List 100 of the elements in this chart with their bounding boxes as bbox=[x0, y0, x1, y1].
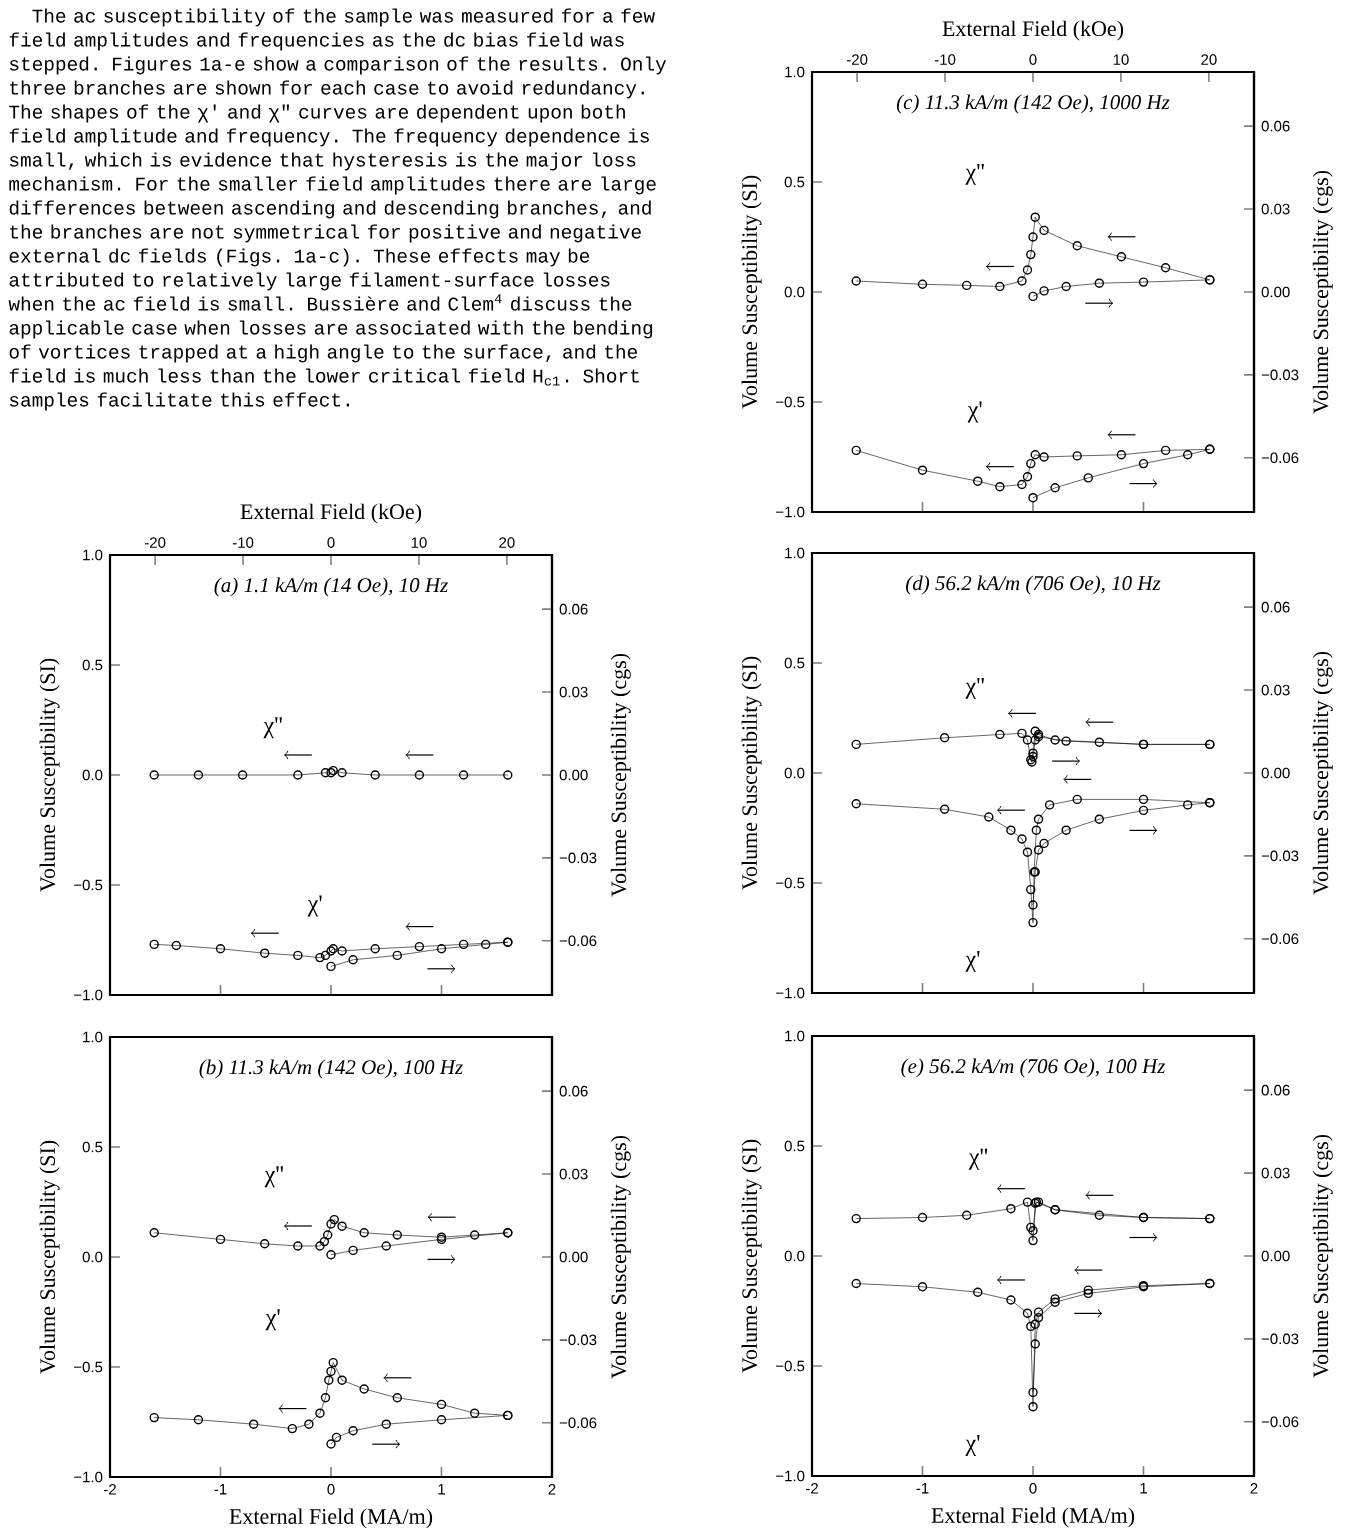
y2-tick-label: −0.06 bbox=[1261, 452, 1299, 464]
x-tick-label: 1 bbox=[1140, 1483, 1147, 1494]
y-tick-label: 0.0 bbox=[82, 1251, 103, 1263]
y-tick-label: 0.5 bbox=[784, 657, 805, 669]
x-tick-label: 0 bbox=[327, 1484, 335, 1495]
y-tick-label: 0.5 bbox=[82, 1141, 103, 1153]
y-tick-label: −0.5 bbox=[74, 1361, 103, 1373]
y-axis-title: Volume Susceptibility (SI) bbox=[741, 1139, 762, 1373]
y-tick-label: 0.5 bbox=[784, 1140, 805, 1152]
y2-tick-label: 0.06 bbox=[559, 603, 588, 615]
series-label: χ'' bbox=[965, 677, 984, 699]
x-tick-label: -2 bbox=[103, 1484, 116, 1495]
x2-tick-label: 10 bbox=[411, 537, 427, 548]
x2-tick-label: 0 bbox=[1029, 54, 1037, 65]
y-axis-title: Volume Susceptibility (SI) bbox=[741, 175, 762, 409]
x2-axis-title: External Field (kOe) bbox=[942, 20, 1124, 41]
y-axis-title: Volume Susceptibility (SI) bbox=[741, 656, 762, 890]
series-label: χ' bbox=[307, 895, 322, 917]
y2-tick-label: 0.03 bbox=[1261, 1167, 1290, 1179]
y2-tick-label: 0.03 bbox=[559, 1168, 588, 1180]
text: χ' bbox=[967, 401, 982, 423]
y-tick-label: −1.0 bbox=[74, 989, 103, 1001]
y-tick-label: 1.0 bbox=[785, 1030, 805, 1042]
y2-tick-label: −0.03 bbox=[559, 852, 597, 864]
y2-axis-title: Volume Susceptibility (cgs) bbox=[610, 653, 631, 897]
y-tick-label: −0.5 bbox=[74, 879, 103, 891]
y-tick-label: 1.0 bbox=[785, 66, 805, 78]
text: (c) 11.3 kA/m (142 Oe), 1000 Hz bbox=[896, 94, 1170, 114]
x-tick-label: 2 bbox=[1250, 1483, 1258, 1494]
y2-tick-label: −0.06 bbox=[1261, 933, 1299, 945]
y-axis-title: Volume Susceptibility (SI) bbox=[39, 658, 60, 892]
x-tick-label: -2 bbox=[806, 1483, 818, 1494]
text: (e) 56.2 kA/m (706 Oe), 100 Hz bbox=[901, 1058, 1166, 1078]
y-tick-label: −0.5 bbox=[776, 877, 805, 889]
y2-tick-label: −0.06 bbox=[559, 1417, 597, 1429]
y2-axis-title: Volume Susceptibility (cgs) bbox=[1312, 1134, 1333, 1378]
x2-tick-label: 20 bbox=[1201, 54, 1217, 65]
text: (d) 56.2 kA/m (706 Oe), 10 Hz bbox=[906, 575, 1161, 595]
y-tick-label: −0.5 bbox=[776, 1360, 805, 1372]
y2-tick-label: 0.06 bbox=[559, 1085, 588, 1097]
x-tick-label: 2 bbox=[548, 1484, 556, 1495]
y2-tick-label: 0.06 bbox=[1261, 1084, 1290, 1096]
y-tick-label: 0.5 bbox=[784, 176, 805, 188]
y-tick-label: −0.5 bbox=[776, 396, 805, 408]
x2-tick-label: -20 bbox=[846, 54, 868, 65]
y2-tick-label: 0.06 bbox=[1261, 120, 1290, 132]
text: χ' bbox=[965, 1435, 980, 1456]
x2-tick-label: -10 bbox=[934, 54, 956, 65]
y2-tick-label: −0.03 bbox=[1261, 850, 1299, 862]
y-axis-title: Volume Susceptibility (SI) bbox=[39, 1140, 60, 1374]
y2-tick-label: −0.03 bbox=[1261, 1333, 1299, 1345]
y2-axis-title: Volume Susceptibility (cgs) bbox=[1312, 170, 1333, 414]
series-label: χ'' bbox=[968, 1148, 988, 1170]
y2-tick-label: 0.06 bbox=[1261, 601, 1290, 613]
text: χ'' bbox=[264, 1166, 283, 1188]
series-label: χ'' bbox=[263, 717, 282, 739]
y-tick-label: −1.0 bbox=[776, 987, 805, 999]
y2-tick-label: −0.03 bbox=[1261, 369, 1299, 381]
x-axis-title: External Field (MA/m) bbox=[931, 1507, 1135, 1528]
y2-axis-title: Volume Susceptibility (cgs) bbox=[610, 1135, 631, 1379]
x-tick-label: 1 bbox=[438, 1484, 445, 1495]
y2-tick-label: −0.06 bbox=[559, 935, 597, 947]
x2-tick-label: 10 bbox=[1113, 54, 1129, 65]
y2-tick-label: 0.03 bbox=[1261, 684, 1290, 696]
x2-tick-label: 20 bbox=[499, 537, 515, 548]
x-tick-label: -1 bbox=[214, 1484, 227, 1495]
y-tick-label: 1.0 bbox=[83, 549, 103, 561]
text: (b) 11.3 kA/m (142 Oe), 100 Hz bbox=[199, 1059, 463, 1079]
y2-tick-label: 0.00 bbox=[1261, 1250, 1290, 1262]
y-tick-label: 0.0 bbox=[784, 286, 805, 298]
y-tick-label: 0.5 bbox=[82, 659, 103, 671]
y2-tick-label: 0.00 bbox=[559, 769, 588, 781]
text: χ' bbox=[965, 950, 980, 972]
text: χ' bbox=[265, 1309, 280, 1331]
y-tick-label: 0.0 bbox=[784, 1250, 805, 1262]
x-tick-label: 0 bbox=[1029, 1483, 1037, 1494]
y-tick-label: 1.0 bbox=[83, 1031, 103, 1043]
y-tick-label: −1.0 bbox=[74, 1471, 103, 1483]
y2-tick-label: 0.03 bbox=[559, 686, 588, 698]
text: (a) 1.1 kA/m (14 Oe), 10 Hz bbox=[214, 577, 448, 597]
text: The ac susceptibility of the sample was measured for a few field amplitudes and frequencies as the dc bias field was stepped. Figures 1a-e show a comparison of the results. Only three branches are shown for each case to avoid redundancy. The shapes of the χ' and χ" curves are dependent upon both field amplitude and frequency. The frequency dependence is small, which is evidence that hysteresis is the major loss mechanism. For the smaller field amplitudes there are large differences between ascending and descending branches, and the branches are not symmetrical for positive and negative external dc fields (Figs. 1a-c). These effects may be attributed to relatively large filament-surface losses when the ac field is small. Bussière and Clem$^{4}$ discuss the applicable case when losses are associated with the bending of vortices trapped at a high angle to the surface, and the field is much less than the lower critical field H$_{c1}$. Short samples facilitate this effect. bbox=[8, 8, 667, 411]
y-tick-label: 0.0 bbox=[82, 769, 103, 781]
x2-tick-label: 0 bbox=[327, 537, 335, 548]
y2-tick-label: −0.06 bbox=[1261, 1416, 1299, 1428]
text: χ'' bbox=[965, 163, 984, 185]
y-tick-label: 1.0 bbox=[785, 547, 805, 559]
y2-axis-title: Volume Susceptibility (cgs) bbox=[1312, 651, 1333, 895]
y2-tick-label: 0.03 bbox=[1261, 203, 1290, 215]
x2-axis-title: External Field (kOe) bbox=[240, 503, 422, 524]
y2-tick-label: 0.00 bbox=[1261, 767, 1290, 779]
y-tick-label: 0.0 bbox=[784, 767, 805, 779]
x-tick-label: -1 bbox=[916, 1483, 929, 1494]
x-axis-title: External Field (MA/m) bbox=[229, 1508, 433, 1529]
y-tick-label: −1.0 bbox=[776, 506, 805, 518]
y2-tick-label: 0.00 bbox=[559, 1251, 588, 1263]
x2-tick-label: -20 bbox=[144, 537, 166, 548]
y2-tick-label: 0.00 bbox=[1261, 286, 1290, 298]
y-tick-label: −1.0 bbox=[776, 1470, 805, 1482]
y2-tick-label: −0.03 bbox=[559, 1334, 597, 1346]
x2-tick-label: -10 bbox=[232, 537, 254, 548]
